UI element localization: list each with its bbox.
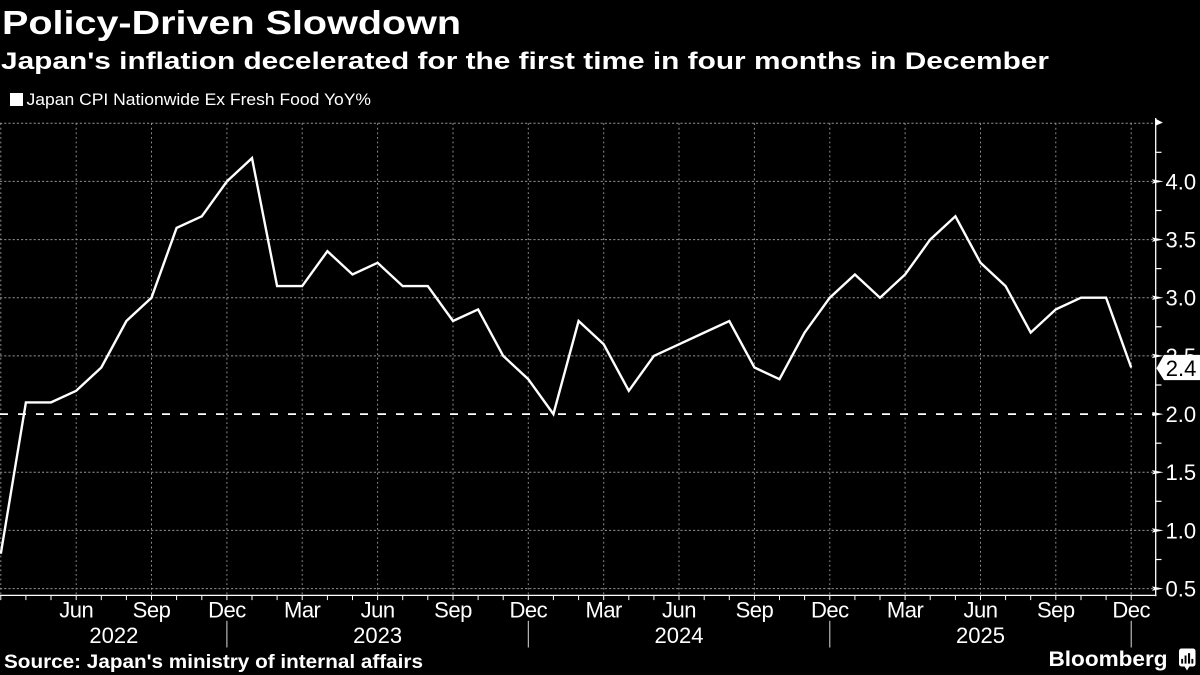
svg-text:2.0: 2.0 [1166,402,1197,427]
svg-text:Mar: Mar [586,598,623,623]
svg-text:Dec: Dec [509,598,547,623]
svg-text:1.5: 1.5 [1166,460,1197,485]
svg-text:1.0: 1.0 [1166,518,1197,543]
svg-text:Jun: Jun [59,598,93,623]
svg-text:0.5: 0.5 [1166,577,1197,602]
svg-text:Sep: Sep [133,598,171,623]
svg-text:Sep: Sep [1037,598,1075,623]
svg-text:2024: 2024 [655,623,704,648]
svg-text:Japan's inflation decelerated: Japan's inflation decelerated for the fi… [1,48,1049,75]
svg-text:Policy-Driven Slowdown: Policy-Driven Slowdown [2,4,461,41]
svg-text:Dec: Dec [811,598,849,623]
svg-text:Bloomberg: Bloomberg [1049,648,1168,671]
svg-text:Sep: Sep [736,598,774,623]
svg-text:Dec: Dec [1112,598,1150,623]
svg-text:Mar: Mar [887,598,924,623]
svg-text:Mar: Mar [284,598,321,623]
svg-text:Jun: Jun [361,598,395,623]
svg-text:Dec: Dec [208,598,246,623]
svg-text:Jun: Jun [964,598,998,623]
svg-text:2022: 2022 [89,623,138,648]
svg-text:3.0: 3.0 [1166,286,1197,311]
svg-text:Japan CPI Nationwide Ex Fresh: Japan CPI Nationwide Ex Fresh Food YoY% [27,90,371,109]
svg-text:2025: 2025 [956,623,1005,648]
svg-text:Source: Japan's ministry of in: Source: Japan's ministry of internal aff… [4,651,423,673]
svg-text:2.4: 2.4 [1166,356,1197,381]
svg-text:3.5: 3.5 [1166,228,1197,253]
svg-text:Jun: Jun [662,598,696,623]
svg-text:4.0: 4.0 [1166,169,1197,194]
svg-text:Sep: Sep [434,598,472,623]
svg-text:2023: 2023 [353,623,402,648]
